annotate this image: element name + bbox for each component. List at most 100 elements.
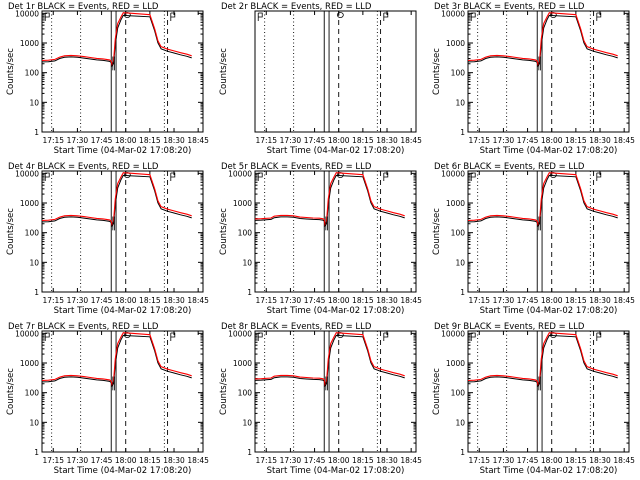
x-tick-label: 18:30 <box>376 296 398 305</box>
x-tick-label: 18:00 <box>115 136 137 145</box>
y-tick-label: 1000 <box>446 39 465 48</box>
x-tick-label: 18:45 <box>187 296 209 305</box>
y-tick-label: 100 <box>25 69 40 78</box>
x-tick-label: 18:00 <box>328 456 350 465</box>
y-tick-label: 100 <box>238 229 253 238</box>
x-tick-label: 17:15 <box>255 136 277 145</box>
panel-title: Det 9r BLACK = Events, RED = LLD <box>434 322 585 332</box>
series-events-line <box>467 334 618 387</box>
panel-det-2: Det 2r BLACK = Events, RED = LLD Counts/s… <box>219 2 422 156</box>
y-axis-label: Counts/sec <box>219 368 229 415</box>
y-tick-label: 10000 <box>15 329 39 338</box>
series-lld-line <box>467 12 618 67</box>
panel-det-8: Det 8r BLACK = Events, RED = LLD Counts/s… <box>219 322 422 476</box>
y-tick-label: 10 <box>29 258 39 267</box>
plot-frame <box>254 10 417 133</box>
x-axis-label: Start Time (04-Mar-02 17:08:20) <box>480 466 618 476</box>
x-tick-label: 18:45 <box>187 136 209 145</box>
y-tick-label: 10000 <box>441 9 465 18</box>
y-tick-label: 10000 <box>15 169 39 178</box>
panel-title: Det 7r BLACK = Events, RED = LLD <box>8 322 159 332</box>
x-tick-label: 18:30 <box>589 136 611 145</box>
y-tick-label: 1000 <box>20 199 39 208</box>
y-tick-label: 10 <box>29 98 39 107</box>
panel-det-4: Det 4r BLACK = Events, RED = LLD Counts/s… <box>6 162 209 316</box>
x-tick-label: 18:30 <box>376 456 398 465</box>
x-tick-label: 18:00 <box>115 296 137 305</box>
flag-marker <box>596 12 602 21</box>
y-tick-label: 10 <box>29 418 39 427</box>
series-lld-line <box>254 332 405 387</box>
y-axis-label: Counts/sec <box>219 208 229 255</box>
flag-marker <box>470 12 476 21</box>
y-tick-label: 1 <box>247 288 252 297</box>
x-tick-label: 17:15 <box>42 296 64 305</box>
plot-frame <box>467 170 630 293</box>
plot-frame <box>467 10 630 133</box>
x-tick-label: 18:15 <box>352 136 374 145</box>
flag-marker <box>170 332 176 341</box>
x-tick-label: 17:45 <box>517 456 539 465</box>
x-tick-label: 18:30 <box>163 456 185 465</box>
plot-frame <box>254 330 417 453</box>
x-tick-label: 17:45 <box>91 456 113 465</box>
y-tick-label: 10000 <box>15 9 39 18</box>
x-tick-label: 17:15 <box>468 456 490 465</box>
panel-det-9: Det 9r BLACK = Events, RED = LLD Counts/s… <box>432 322 635 476</box>
x-tick-label: 17:15 <box>42 136 64 145</box>
x-tick-label: 17:45 <box>304 296 326 305</box>
x-tick-label: 17:30 <box>493 456 515 465</box>
x-tick-label: 18:00 <box>541 456 563 465</box>
panel-det-1: Det 1r BLACK = Events, RED = LLD Counts/s… <box>6 2 209 156</box>
x-tick-label: 17:30 <box>67 456 89 465</box>
x-tick-label: 18:45 <box>613 136 635 145</box>
y-tick-label: 10 <box>455 258 465 267</box>
x-tick-label: 17:45 <box>91 136 113 145</box>
x-tick-label: 17:15 <box>42 456 64 465</box>
x-axis-label: Start Time (04-Mar-02 17:08:20) <box>480 306 618 316</box>
panel-title: Det 2r BLACK = Events, RED = LLD <box>221 2 372 12</box>
x-tick-label: 18:45 <box>400 296 422 305</box>
y-tick-label: 1000 <box>20 39 39 48</box>
x-axis-label: Start Time (04-Mar-02 17:08:20) <box>54 466 192 476</box>
flag-marker <box>170 172 176 181</box>
flag-marker <box>383 332 389 341</box>
y-tick-label: 10 <box>455 418 465 427</box>
x-tick-label: 17:30 <box>280 296 302 305</box>
plot-frame <box>41 170 204 293</box>
plot-frame <box>41 10 204 133</box>
x-tick-label: 17:45 <box>517 296 539 305</box>
y-tick-label: 1 <box>34 288 39 297</box>
flag-marker <box>383 172 389 181</box>
panel-det-3: Det 3r BLACK = Events, RED = LLD Counts/s… <box>432 2 635 156</box>
x-tick-label: 18:15 <box>565 296 587 305</box>
panel-det-6: Det 6r BLACK = Events, RED = LLD Counts/s… <box>432 162 635 316</box>
y-tick-label: 1 <box>460 448 465 457</box>
panel-title: Det 8r BLACK = Events, RED = LLD <box>221 322 372 332</box>
x-tick-label: 17:30 <box>67 136 89 145</box>
y-tick-label: 1 <box>34 128 39 137</box>
x-tick-label: 18:30 <box>589 456 611 465</box>
panel-det-7: Det 7r BLACK = Events, RED = LLD Counts/s… <box>6 322 209 476</box>
x-tick-label: 17:30 <box>280 456 302 465</box>
y-tick-label: 1000 <box>233 359 252 368</box>
x-tick-label: 18:15 <box>352 296 374 305</box>
y-tick-label: 1 <box>34 448 39 457</box>
x-tick-label: 18:30 <box>163 136 185 145</box>
x-tick-label: 18:15 <box>565 456 587 465</box>
flag-marker <box>257 12 263 21</box>
x-tick-label: 18:30 <box>376 136 398 145</box>
circle-marker <box>336 12 344 18</box>
series-events-line <box>41 14 192 67</box>
flag-marker <box>596 332 602 341</box>
x-tick-label: 18:45 <box>613 456 635 465</box>
x-tick-label: 18:45 <box>400 456 422 465</box>
x-tick-label: 17:45 <box>517 136 539 145</box>
y-tick-label: 10000 <box>228 169 252 178</box>
y-tick-label: 100 <box>238 389 253 398</box>
y-tick-label: 10 <box>242 258 252 267</box>
y-tick-label: 1 <box>460 288 465 297</box>
flag-marker <box>383 12 389 21</box>
series-events-line <box>467 14 618 67</box>
